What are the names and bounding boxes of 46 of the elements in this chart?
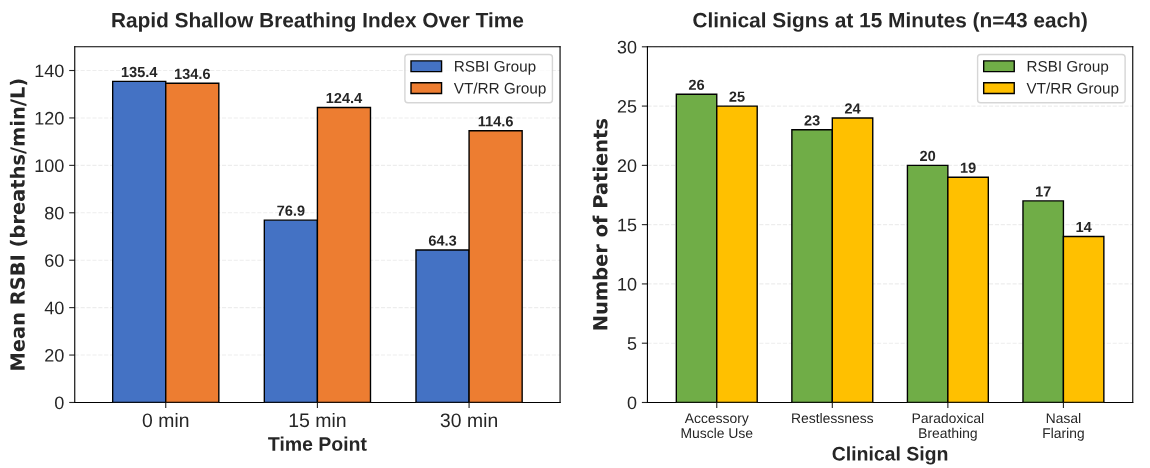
data-label: 76.9 [277, 205, 305, 216]
data-label: 23 [804, 115, 820, 126]
chart-title: Rapid Shallow Breathing Index Over Time [112, 12, 524, 32]
y-tick-label: 25 [617, 100, 637, 113]
x-axis-title: Time Point [268, 436, 367, 451]
data-label: 124.4 [326, 92, 363, 104]
data-label: 14 [1076, 222, 1092, 233]
data-label: 20 [920, 150, 936, 162]
y-tick-label: 0 [55, 396, 64, 410]
data-label: 17 [1036, 186, 1051, 197]
data-label: 26 [688, 79, 705, 90]
x-tick-label: Paradoxical Breathing [912, 412, 984, 441]
y-tick-label: 15 [618, 218, 637, 232]
x-tick-label: Accessory Muscle Use [681, 413, 753, 439]
data-label: 24 [844, 103, 861, 114]
x-tick-label: 15 min [289, 412, 346, 428]
data-label: 134.6 [174, 68, 211, 80]
y-tick-label: 80 [45, 206, 64, 220]
legend-label: RSBI Group [1027, 60, 1109, 75]
x-tick-label: 0 min [142, 412, 189, 428]
y-tick-label: 60 [45, 254, 64, 267]
x-tick-label: 30 min [440, 412, 497, 428]
y-tick-label: 5 [627, 337, 637, 350]
legend-label: RSBI Group [455, 60, 536, 75]
legend-label: VT/RR Group [1026, 82, 1119, 97]
y-axis-title: Mean RSBI (breaths/min/L) [9, 79, 28, 370]
y-axis-title: Number of Patients [592, 118, 608, 330]
y-tick-label: 100 [35, 159, 64, 173]
x-axis-title: Clinical Sign [832, 446, 948, 465]
y-tick-label: 20 [617, 159, 637, 173]
y-tick-label: 40 [44, 301, 64, 315]
data-label: 114.6 [478, 116, 513, 127]
chart-title: Clinical Signs at 15 Minutes (n=43 each) [693, 12, 1087, 32]
data-label: 19 [960, 162, 976, 173]
y-tick-label: 140 [35, 64, 64, 78]
y-tick-label: 10 [618, 277, 637, 291]
data-label: 25 [729, 91, 745, 102]
legend-label: VT/RR Group [453, 82, 546, 97]
y-tick-label: 120 [35, 111, 64, 125]
x-tick-label: Nasal Flaring [1043, 412, 1084, 441]
y-tick-label: 30 [617, 40, 637, 54]
data-label: 135.4 [121, 66, 158, 78]
y-tick-label: 20 [45, 348, 64, 362]
y-tick-label: 0 [627, 396, 637, 410]
x-tick-label: Restlessness [792, 412, 874, 424]
data-label: 64.3 [428, 235, 457, 246]
